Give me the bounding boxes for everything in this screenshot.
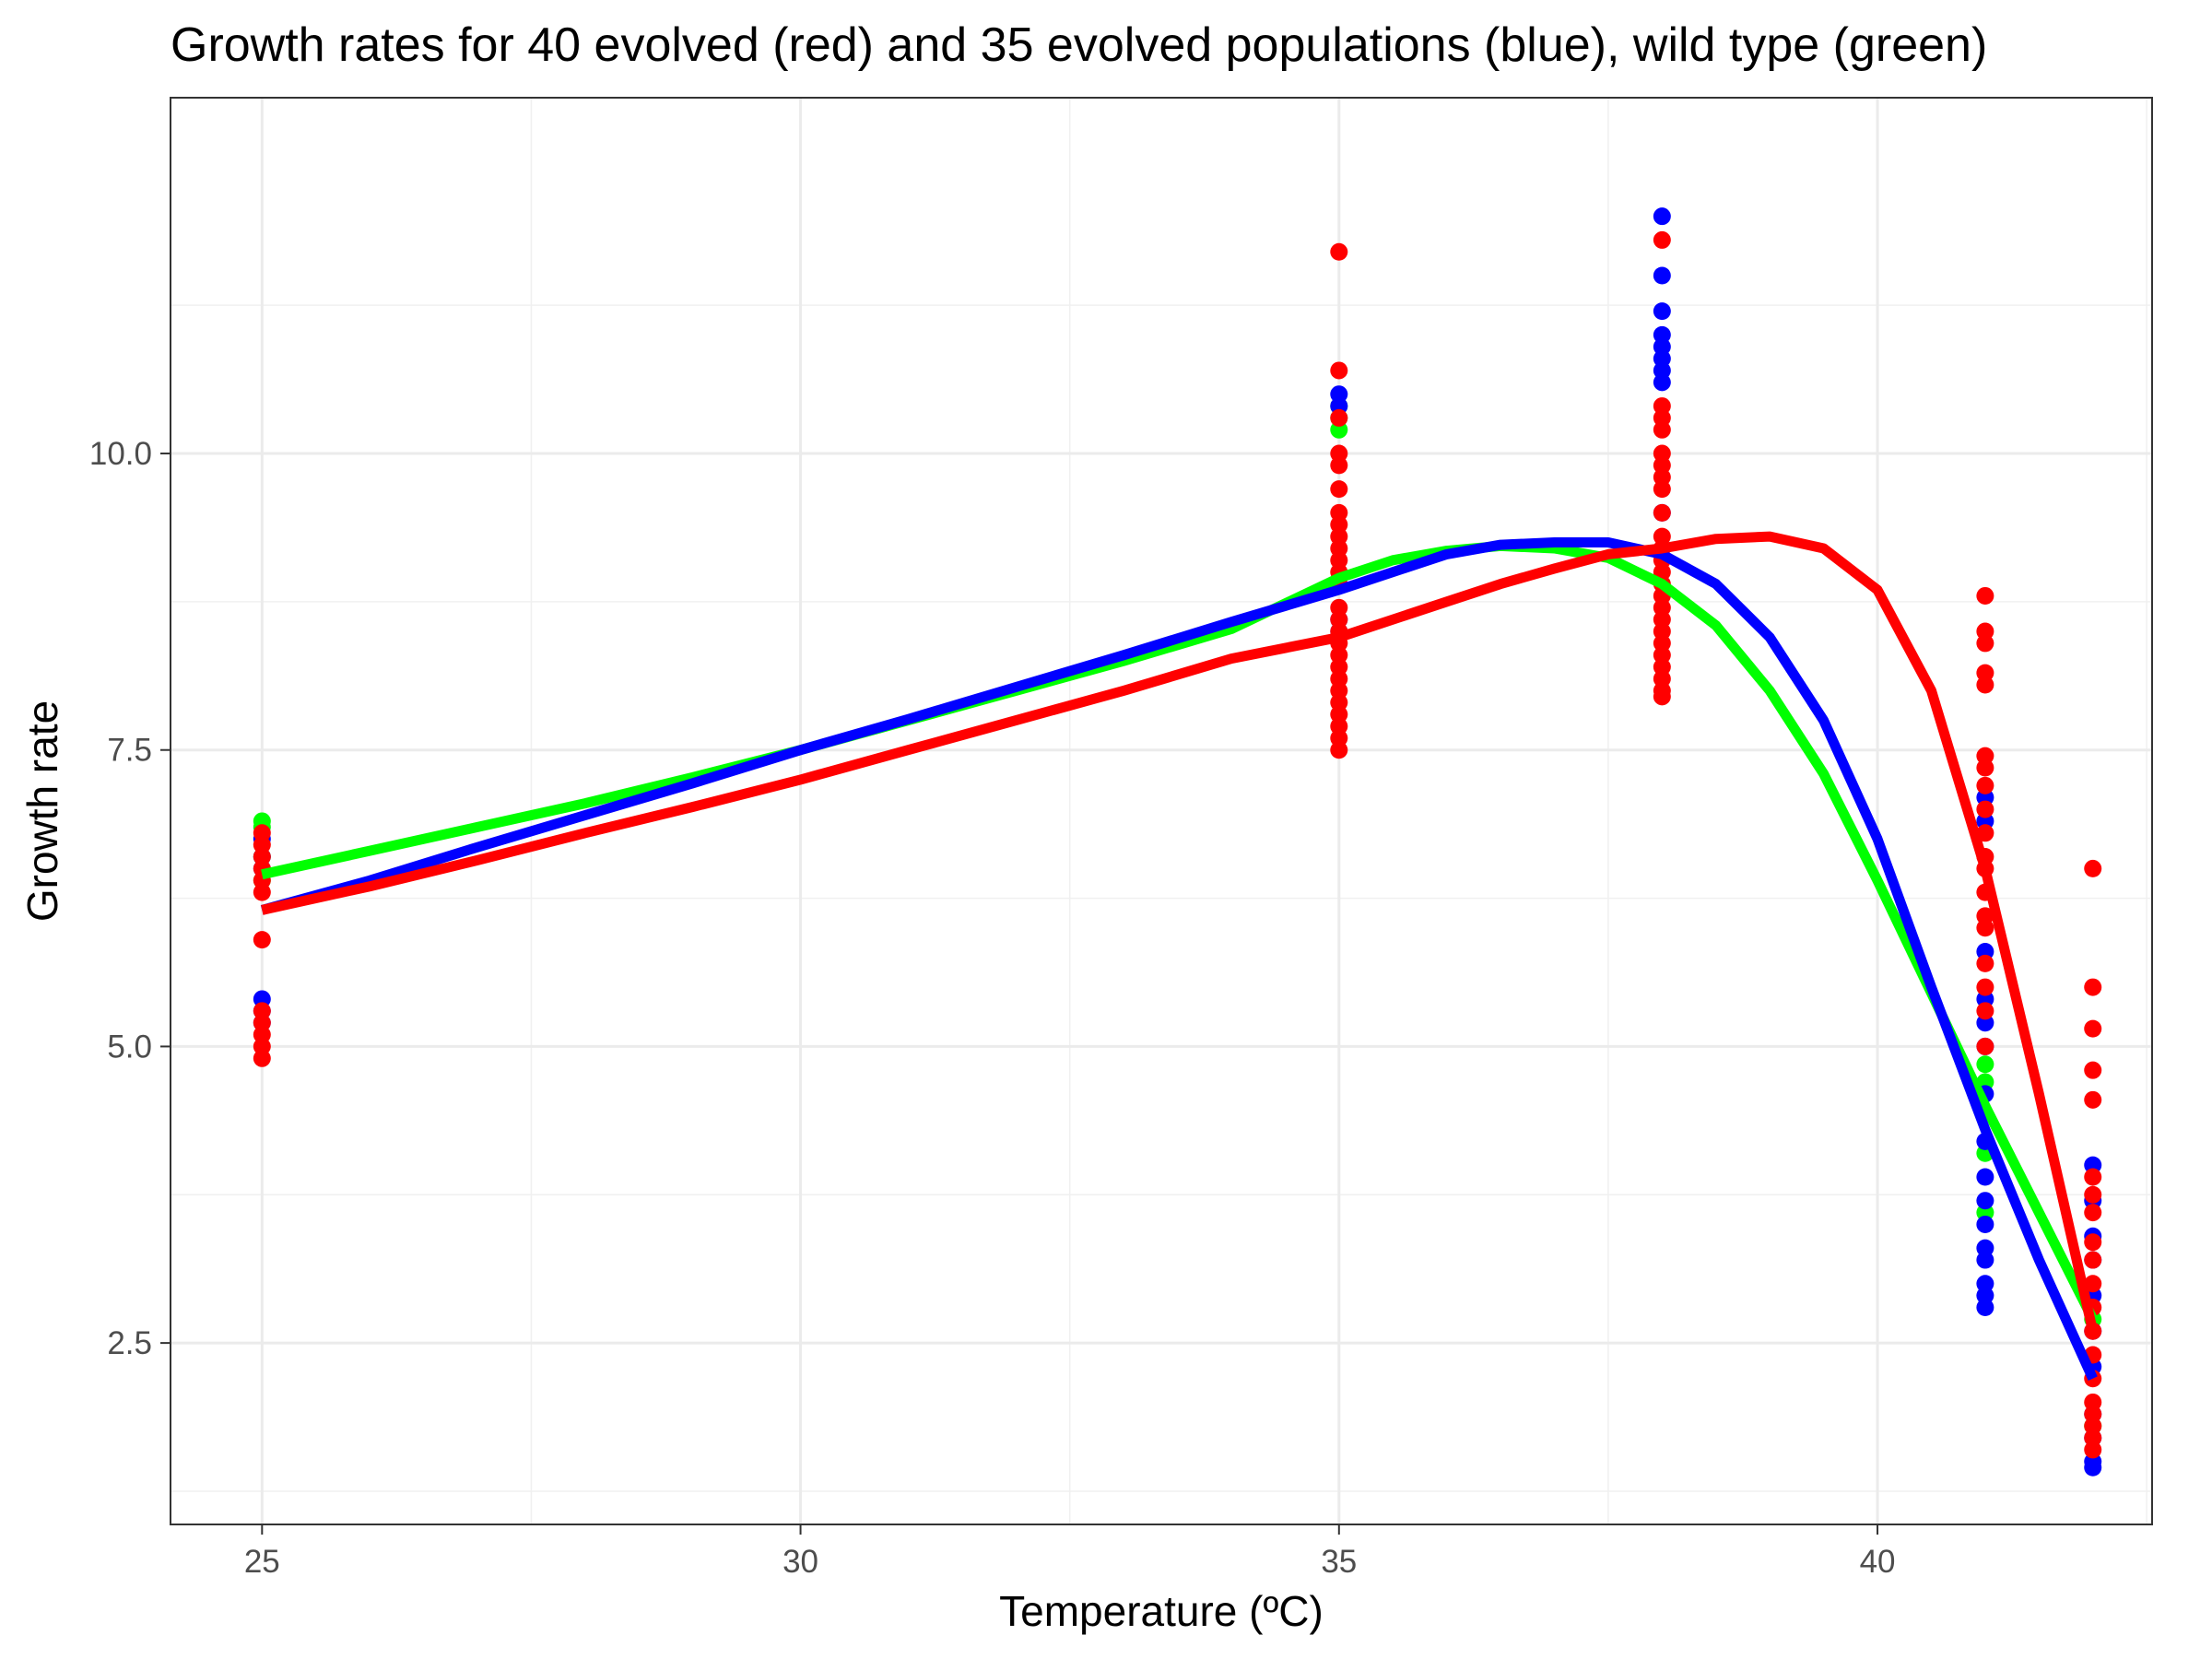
data-point (2084, 1251, 2102, 1269)
data-point (1976, 776, 1994, 794)
data-point (1976, 1168, 1994, 1186)
y-axis-title: Growth rate (18, 700, 66, 922)
data-point (253, 931, 271, 949)
data-point (1976, 1215, 1994, 1233)
x-axis-ticks: 25 30 35 40 (244, 1524, 1896, 1580)
data-point (2084, 1204, 2102, 1222)
data-point (1330, 741, 1348, 759)
data-point (2084, 1019, 2102, 1038)
data-point (1330, 480, 1348, 499)
x-tick-label: 30 (782, 1544, 818, 1580)
data-point (1653, 420, 1671, 439)
data-point (1330, 361, 1348, 380)
data-point (1976, 634, 1994, 653)
data-point (1976, 586, 1994, 605)
minor-gridlines (171, 98, 2152, 1524)
data-point (1976, 1299, 1994, 1317)
data-point (2084, 1090, 2102, 1109)
data-point (1653, 230, 1671, 249)
y-tick-label: 7.5 (107, 733, 152, 769)
fitted-curves (260, 531, 2099, 1381)
data-point (2084, 1061, 2102, 1079)
data-point (2084, 1233, 2102, 1252)
data-point (1976, 676, 1994, 694)
data-point (2084, 859, 2102, 877)
x-tick-label: 35 (1321, 1544, 1357, 1580)
major-gridlines (171, 98, 2152, 1524)
data-point (1330, 456, 1348, 475)
data-point (1976, 1055, 1994, 1074)
data-point (1653, 373, 1671, 392)
x-tick-label: 40 (1860, 1544, 1896, 1580)
data-point (2084, 1168, 2102, 1186)
data-point (2084, 1458, 2102, 1477)
data-point (1653, 302, 1671, 321)
y-axis-ticks: 2.5 5.0 7.5 10.0 (89, 436, 171, 1361)
data-point (1976, 759, 1994, 777)
plot-panel-border (170, 97, 2153, 1525)
y-tick-label: 10.0 (89, 436, 152, 472)
data-point (1330, 408, 1348, 427)
data-point (1653, 207, 1671, 226)
data-point (1976, 1251, 1994, 1269)
y-tick-label: 2.5 (107, 1325, 152, 1361)
y-tick-label: 5.0 (107, 1029, 152, 1065)
data-point (253, 883, 271, 901)
data-point (1653, 266, 1671, 285)
data-point (1653, 688, 1671, 706)
data-point (253, 1049, 271, 1067)
data-point (1653, 503, 1671, 522)
data-point (1976, 978, 1994, 996)
data-point (1976, 1192, 1994, 1210)
x-axis-title: Temperature (ºC) (999, 1587, 1324, 1635)
fitted-curve (261, 531, 2099, 1333)
data-point (1330, 242, 1348, 261)
data-point (2084, 1441, 2102, 1459)
data-point (1976, 1037, 1994, 1055)
data-point (1976, 919, 1994, 937)
data-point (2084, 1275, 2102, 1293)
data-point (1653, 480, 1671, 499)
data-point (2084, 1185, 2102, 1204)
chart-title: Growth rates for 40 evolved (red) and 35… (171, 18, 1987, 72)
fitted-curve (260, 537, 2098, 1381)
x-tick-label: 25 (244, 1544, 280, 1580)
data-point (2084, 978, 2102, 996)
data-point (1976, 1002, 1994, 1020)
data-point (1976, 800, 1994, 818)
data-point (1976, 954, 1994, 972)
